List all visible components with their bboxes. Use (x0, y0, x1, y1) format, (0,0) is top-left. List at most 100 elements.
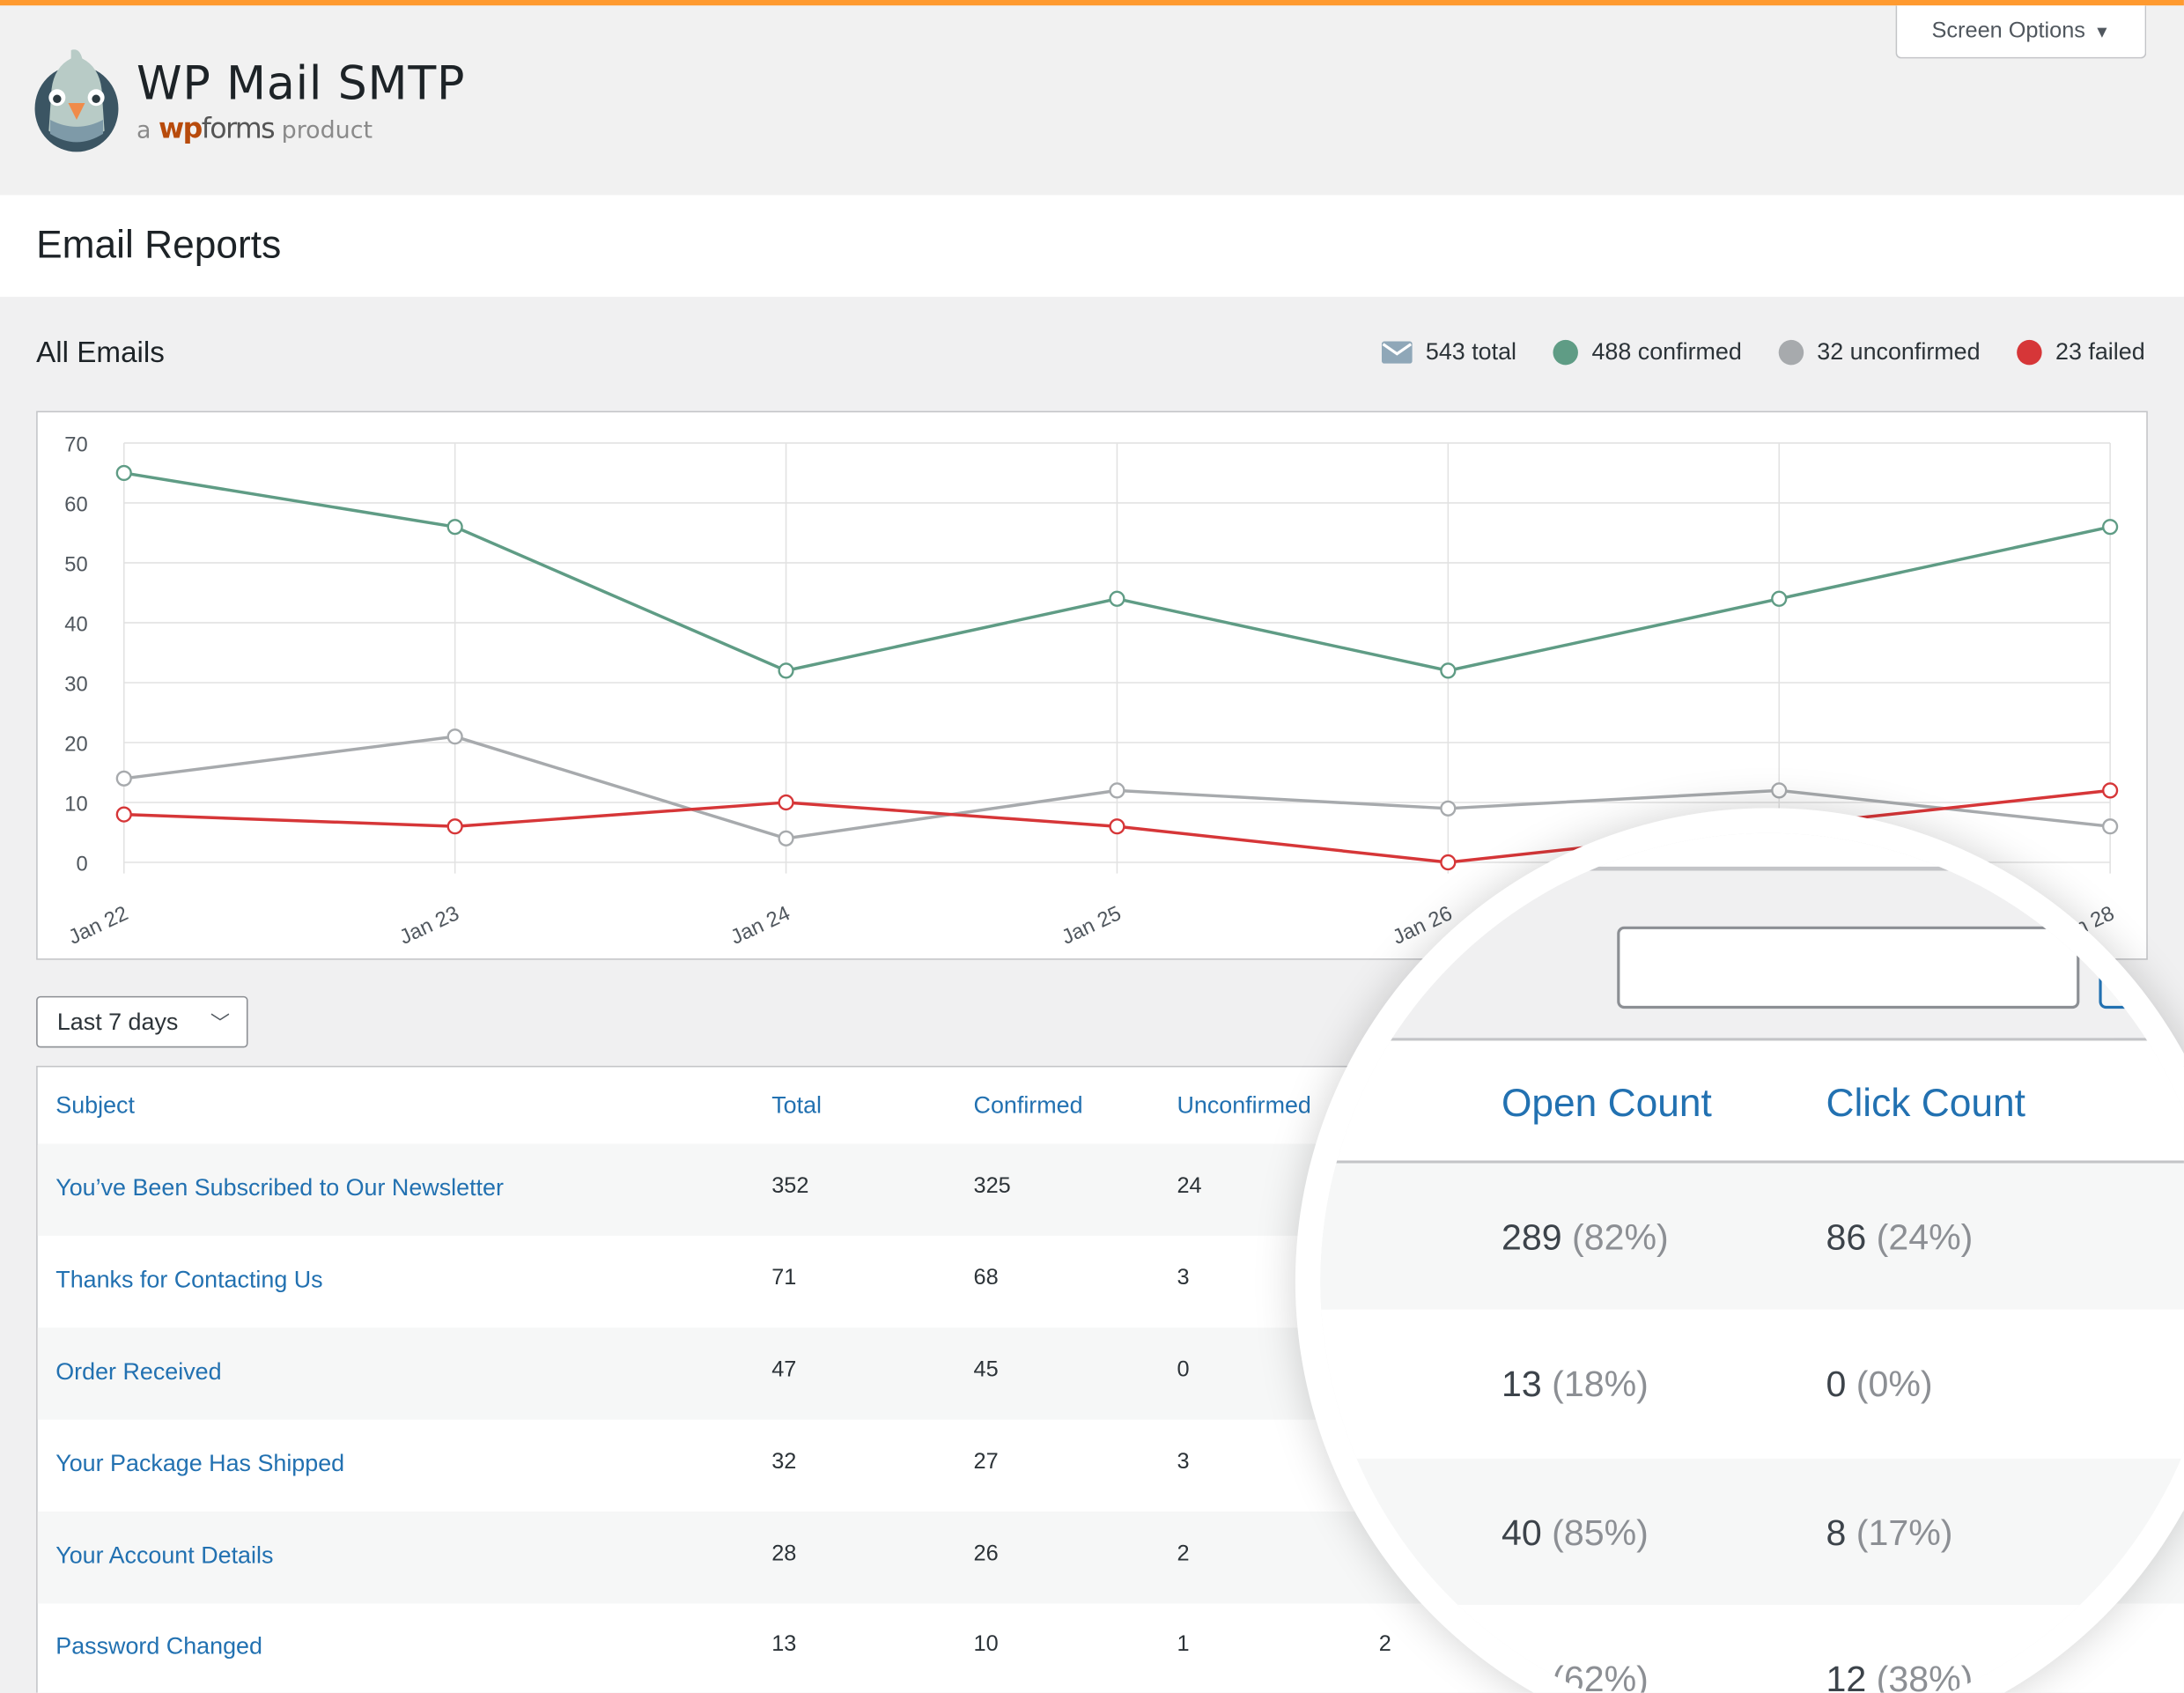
search-input[interactable] (1617, 926, 2080, 1009)
y-tick-label: 30 (64, 673, 87, 696)
open-count-value: 20 (1501, 1658, 1542, 1693)
legend-failed[interactable]: 23 failed (2016, 338, 2145, 366)
col-unconfirmed[interactable]: Unconfirmed (1177, 1091, 1311, 1120)
confirmed-data-point (1771, 590, 1788, 607)
failed-data-point (778, 794, 794, 811)
click-count-cell: 86 (24%) (1826, 1216, 1973, 1260)
failed-dot-icon (2016, 339, 2042, 366)
brand-sub-a: a (136, 116, 151, 145)
failed-data-point (2102, 782, 2119, 799)
unconfirmed-data-point (1440, 800, 1457, 817)
date-range-value: Last 7 days (56, 1008, 179, 1035)
confirmed-cell: 325 (973, 1174, 1011, 1199)
click-count-percent: (24%) (1876, 1216, 1974, 1259)
screen-options-button[interactable]: Screen Options ▼ (1895, 5, 2147, 59)
total-cell: 47 (771, 1358, 797, 1382)
click-count-cell: 8 (17%) (1826, 1512, 1952, 1555)
mag-chart-area (1320, 832, 2118, 867)
confirmed-data-point (1440, 662, 1457, 679)
confirmed-dot-icon (1553, 339, 1578, 366)
click-count-value: 8 (1826, 1512, 1847, 1554)
unconfirmed-cell: 24 (1177, 1174, 1202, 1199)
subject-link[interactable]: Your Package Has Shipped (55, 1450, 345, 1477)
mag-header-row (1320, 1038, 2184, 1164)
x-tick-label: Jan 22 (65, 902, 132, 950)
x-tick-label: Jan 24 (727, 902, 794, 950)
confirmed-data-point (115, 464, 132, 482)
col-confirmed[interactable]: Confirmed (973, 1091, 1083, 1120)
click-count-percent: (0%) (1856, 1362, 1933, 1405)
unconfirmed-data-point (1109, 782, 1125, 799)
unconfirmed-data-point (446, 728, 463, 745)
subject-link[interactable]: Order Received (55, 1358, 222, 1386)
y-tick-label: 0 (76, 853, 87, 876)
triangle-down-icon: ▼ (2093, 21, 2111, 41)
subject-link[interactable]: Thanks for Contacting Us (55, 1266, 323, 1293)
click-count-value: 86 (1826, 1216, 1867, 1259)
brand-product: product (281, 116, 373, 145)
x-tick-label: Jan 23 (396, 902, 463, 950)
open-count-cell: 289 (82%) (1502, 1216, 1669, 1260)
chevron-down-icon: ﹀ (210, 1011, 230, 1034)
failed-data-point (446, 818, 463, 835)
open-count-value: 289 (1501, 1216, 1562, 1259)
failed-data-point (1109, 818, 1125, 835)
magnifier-lens: Open Count Click Count 289 (82%) 86 (24%)… (1295, 808, 2184, 1693)
click-count-value: 0 (1826, 1362, 1847, 1405)
pigeon-logo-icon (34, 49, 119, 152)
unconfirmed-cell: 1 (1177, 1632, 1190, 1657)
click-count-percent: (17%) (1856, 1512, 1953, 1554)
subject-link[interactable]: You’ve Been Subscribed to Our Newsletter (55, 1174, 504, 1201)
open-count-value: 13 (1501, 1362, 1542, 1405)
confirmed-data-point (778, 662, 794, 679)
search-button[interactable] (2099, 926, 2184, 1009)
open-count-percent: (82%) (1572, 1216, 1669, 1259)
y-tick-label: 60 (64, 493, 87, 516)
top-accent-bar (0, 0, 2184, 6)
unconfirmed-cell: 0 (1177, 1358, 1190, 1382)
failed-data-point (115, 806, 132, 823)
legend-unconfirmed[interactable]: 32 unconfirmed (1777, 338, 1981, 366)
open-count-cell: 40 (85%) (1502, 1512, 1649, 1555)
chart-legend: 543 total 488 confirmed 32 unconfirmed 2… (1381, 338, 2145, 366)
total-cell: 352 (771, 1174, 809, 1199)
unconfirmed-cell: 3 (1177, 1450, 1190, 1475)
legend-total-label: 543 total (1425, 338, 1517, 366)
confirmed-cell: 68 (973, 1266, 999, 1290)
col-total[interactable]: Total (771, 1091, 823, 1120)
y-tick-label: 40 (64, 613, 87, 636)
click-count-value: 12 (1826, 1658, 1867, 1693)
y-tick-label: 70 (64, 433, 87, 456)
click-count-cell: 12 (38%) (1826, 1658, 1973, 1693)
legend-confirmed[interactable]: 488 confirmed (1553, 338, 1742, 366)
date-range-select[interactable]: Last 7 days ﹀ (36, 995, 248, 1048)
mag-table-row (1320, 1458, 2184, 1606)
unconfirmed-cell: 2 (1177, 1541, 1190, 1566)
confirmed-cell: 45 (973, 1358, 999, 1382)
mag-table-row (1320, 1309, 2184, 1459)
open-count-value: 40 (1501, 1512, 1542, 1554)
confirmed-cell: 27 (973, 1450, 999, 1475)
unconfirmed-data-point (1771, 782, 1788, 799)
confirmed-cell: 10 (973, 1632, 999, 1657)
mag-table-row (1320, 1605, 2184, 1693)
open-count-cell: 20 (62%) (1502, 1658, 1649, 1693)
unconfirmed-data-point (115, 770, 132, 787)
col-open-count[interactable]: Open Count (1501, 1081, 1712, 1125)
open-count-percent: (18%) (1552, 1362, 1649, 1405)
legend-failed-label: 23 failed (2055, 338, 2145, 366)
unconfirmed-data-point (778, 830, 794, 846)
brand-wp: wp (159, 111, 203, 145)
subject-link[interactable]: Your Account Details (55, 1541, 274, 1569)
y-tick-label: 50 (64, 553, 87, 576)
page-title: Email Reports (36, 223, 282, 267)
col-click-count[interactable]: Click Count (1826, 1081, 2025, 1125)
col-subject[interactable]: Subject (55, 1091, 135, 1120)
subject-link[interactable]: Password Changed (55, 1632, 262, 1660)
open-count-percent: (85%) (1552, 1512, 1649, 1554)
section-title: All Emails (36, 336, 165, 370)
y-tick-label: 10 (64, 793, 87, 816)
click-count-percent: (38%) (1876, 1658, 1974, 1693)
unconfirmed-dot-icon (1777, 339, 1804, 366)
